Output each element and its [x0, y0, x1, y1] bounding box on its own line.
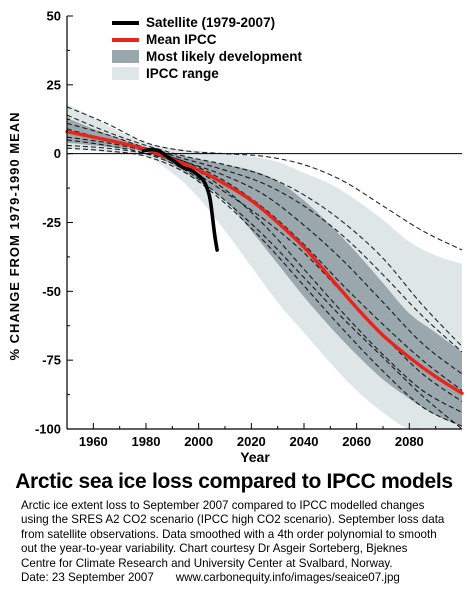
- legend-label: Most likely development: [146, 49, 303, 64]
- model-run-line: [66, 139, 463, 430]
- y-tick-label: 0: [54, 146, 61, 161]
- caption-footer: Date: 23 September 2007 www.carbonequity.…: [21, 571, 461, 585]
- chart-headline: Arctic sea ice loss compared to IPCC mod…: [15, 470, 453, 493]
- x-tick-label: 2080: [395, 434, 424, 449]
- caption-line: from satellite observations. Data smooth…: [21, 527, 437, 541]
- most-likely-band-layer: [67, 117, 462, 427]
- y-tick-label: 25: [47, 77, 61, 92]
- y-tick-label: 50: [47, 9, 61, 24]
- x-tick-label: 2000: [184, 434, 213, 449]
- mean-ipcc-line: [65, 129, 464, 395]
- sea-ice-chart: 50 25 0 -25 -50 -75 -100 1960 1980 2000 2020 2040 20…: [7, 9, 464, 465]
- model-run-line: [66, 122, 463, 375]
- legend-label: IPCC range: [146, 66, 219, 81]
- x-tick-label: 2040: [290, 434, 319, 449]
- y-tick-label: -25: [42, 215, 61, 230]
- y-tick-label: -100: [35, 422, 61, 437]
- caption-date: Date: 23 September 2007: [21, 571, 154, 585]
- y-axis-label: % CHANGE FROM 1979-1990 MEAN: [7, 111, 22, 360]
- model-run-line: [66, 136, 463, 391]
- axes-layer: 50 25 0 -25 -50 -75 -100 1960 1980 2000 2020 2040 20…: [35, 9, 462, 449]
- caption-line: out the year-to-year variability. Chart …: [21, 542, 408, 556]
- satellite-layer: [141, 147, 219, 252]
- most-likely-band: [67, 117, 462, 427]
- x-tick-label: 2020: [237, 434, 266, 449]
- caption-url[interactable]: www.carbonequity.info/images/seaice07.jp…: [175, 571, 400, 585]
- legend: Satellite (1979-2007) Mean IPCC Most likel…: [112, 15, 303, 81]
- legend-likely-swatch: [112, 50, 139, 63]
- x-axis-label: Year: [240, 449, 270, 465]
- model-run-line: [66, 106, 463, 251]
- model-run-line: [66, 114, 463, 347]
- caption-line: using the SRES A2 CO2 scenario (IPCC hig…: [21, 513, 445, 527]
- legend-label: Mean IPCC: [146, 32, 217, 47]
- y-tick-label: -50: [42, 284, 61, 299]
- y-tick-label: -75: [42, 353, 61, 368]
- caption-line: Arctic ice extent loss to September 2007…: [21, 499, 425, 512]
- model-run-line: [66, 144, 463, 413]
- caption-block: Arctic ice extent loss to September 2007…: [21, 499, 461, 585]
- x-tick-label: 2060: [342, 434, 371, 449]
- satellite-line: [141, 147, 219, 252]
- mean-ipcc-layer: [65, 129, 464, 395]
- x-tick-label: 1980: [132, 434, 161, 449]
- caption-line: Centre for Climate Research and Universi…: [21, 556, 393, 570]
- x-tick-label: 1960: [79, 434, 108, 449]
- legend-label: Satellite (1979-2007): [146, 15, 275, 30]
- legend-range-swatch: [112, 67, 139, 80]
